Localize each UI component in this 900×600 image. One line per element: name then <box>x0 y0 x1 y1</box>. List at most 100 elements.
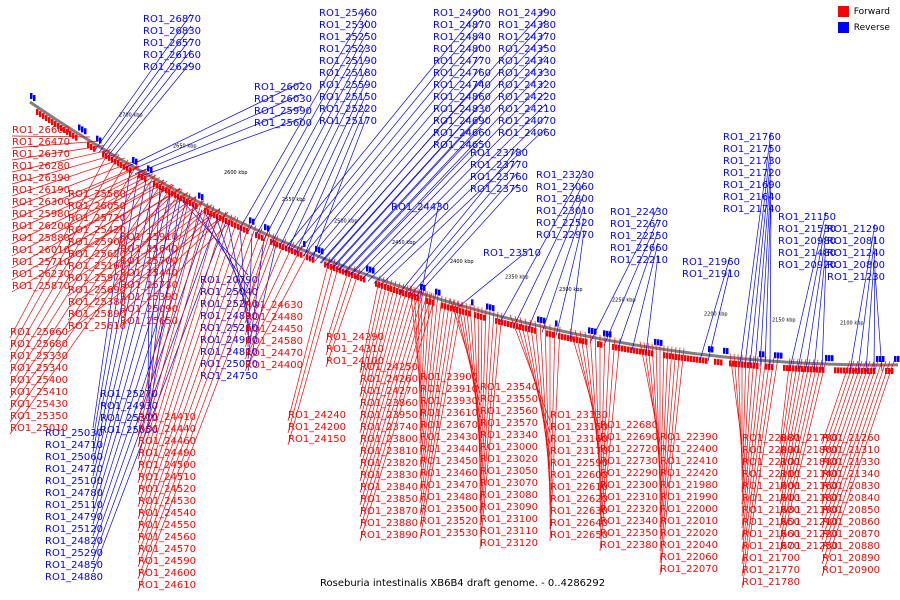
reverse-gene-block <box>537 316 540 323</box>
gene-label: RO1_23900 <box>420 372 478 383</box>
gene-label: RO1_24480 <box>245 312 303 323</box>
gene-leader-line <box>137 214 233 508</box>
forward-gene-block <box>54 121 57 128</box>
forward-gene-block <box>480 313 483 320</box>
gene-label: RO1_24330 <box>498 68 556 79</box>
forward-gene-block <box>639 348 642 355</box>
gene-label: RO1_23780 <box>470 148 528 159</box>
reverse-gene-block <box>831 355 834 362</box>
forward-gene-block <box>516 323 519 330</box>
gene-leader-line <box>479 312 503 550</box>
gene-label: RO1_22040 <box>660 540 718 551</box>
gene-label: RO1_21240 <box>827 248 885 259</box>
gene-leader-line <box>102 37 192 156</box>
gene-leader-line <box>744 143 772 365</box>
gene-leader-line <box>769 203 772 367</box>
gene-leader-line <box>821 360 867 493</box>
gene-label: RO1_20790 <box>200 275 258 286</box>
reverse-gene-block <box>825 354 828 361</box>
gene-label: RO1_23890 <box>360 530 418 541</box>
gene-label: RO1_23740 <box>360 422 418 433</box>
gene-label: RO1_25970 <box>68 273 126 284</box>
forward-gene-block <box>867 367 870 374</box>
gene-leader-line <box>479 308 487 502</box>
gene-leader-line <box>343 55 547 273</box>
gene-label: RO1_24450 <box>245 324 303 335</box>
gene-leader-line <box>244 238 287 336</box>
gene-leader-line <box>651 343 661 480</box>
forward-gene-block <box>720 359 723 366</box>
gene-label: RO1_21750 <box>723 144 781 155</box>
gene-label: RO1_25610 <box>68 321 126 332</box>
gene-leader-line <box>137 219 245 532</box>
gene-label: RO1_24430 <box>391 202 449 213</box>
kbp-tick-label: 2300 kbp <box>559 287 583 293</box>
forward-gene-block <box>546 330 549 337</box>
gene-label: RO1_21740 <box>723 204 781 215</box>
forward-gene-block <box>687 355 690 362</box>
gene-leader-line <box>821 360 879 529</box>
gene-leader-line <box>659 345 665 516</box>
forward-gene-block <box>300 251 303 258</box>
gene-leader-line <box>119 196 197 268</box>
forward-gene-block <box>507 321 510 328</box>
gene-label: RO1_26600 <box>12 125 70 136</box>
gene-leader-line <box>67 200 205 297</box>
gene-label: RO1_24590 <box>138 556 196 567</box>
reverse-gene-block <box>132 156 135 163</box>
gene-leader-line <box>555 217 585 336</box>
forward-gene-block <box>375 280 378 287</box>
gene-leader-line <box>137 233 275 592</box>
gene-label: RO1_25620 <box>68 249 126 260</box>
gene-label: RO1_25600 <box>254 118 312 129</box>
gene-label: RO1_22680 <box>600 420 658 431</box>
forward-gene-block <box>891 367 894 374</box>
gene-leader-line <box>94 13 192 151</box>
gene-leader-line <box>569 229 585 339</box>
gene-leader-line <box>92 217 219 561</box>
gene-leader-line <box>11 173 154 245</box>
gene-label: RO1_24560 <box>138 532 196 543</box>
forward-gene-block <box>447 304 450 311</box>
gene-leader-line <box>359 288 421 494</box>
forward-gene-block <box>39 111 42 118</box>
gene-label: RO1_23060 <box>536 182 594 193</box>
gene-label: RO1_25260 <box>200 323 258 334</box>
gene-label: RO1_22070 <box>660 564 718 575</box>
gene-label: RO1_23460 <box>420 468 478 479</box>
gene-label: RO1_24930 <box>100 401 158 412</box>
gene-label: RO1_23170 <box>550 446 608 457</box>
reverse-gene-block <box>318 247 321 254</box>
gene-label: RO1_24370 <box>498 32 556 43</box>
gene-label: RO1_22660 <box>610 243 668 254</box>
gene-leader-line <box>119 188 181 244</box>
gene-label: RO1_24070 <box>498 116 556 127</box>
gene-label: RO1_25050 <box>100 425 158 436</box>
gene-leader-line <box>479 311 499 538</box>
reverse-gene-block <box>486 303 489 310</box>
forward-gene-block <box>690 355 693 362</box>
kbp-tick-label: 2250 kbp <box>612 298 636 304</box>
gene-label: RO1_24870 <box>433 20 491 31</box>
reverse-gene-block <box>423 284 426 291</box>
gene-label: RO1_25150 <box>319 92 377 103</box>
gene-label: RO1_25710 <box>12 257 70 268</box>
gene-leader-line <box>9 148 111 339</box>
gene-leader-line <box>473 305 481 466</box>
gene-leader-line <box>92 209 203 537</box>
forward-gene-block <box>498 318 501 325</box>
forward-gene-block <box>393 287 396 294</box>
gene-label: RO1_26280 <box>12 161 70 172</box>
gene-label: RO1_21630 <box>742 505 800 516</box>
gene-label: RO1_25010 <box>10 423 68 434</box>
gene-label: RO1_22420 <box>660 468 718 479</box>
gene-leader-line <box>311 115 368 260</box>
forward-gene-block <box>798 365 801 372</box>
gene-label: RO1_24400 <box>245 360 303 371</box>
forward-gene-block <box>495 317 498 324</box>
forward-gene-block <box>291 247 294 254</box>
gene-label: RO1_22020 <box>660 528 718 539</box>
forward-gene-block <box>306 254 309 261</box>
reverse-gene-block <box>30 92 33 99</box>
gene-leader-line <box>821 360 855 457</box>
